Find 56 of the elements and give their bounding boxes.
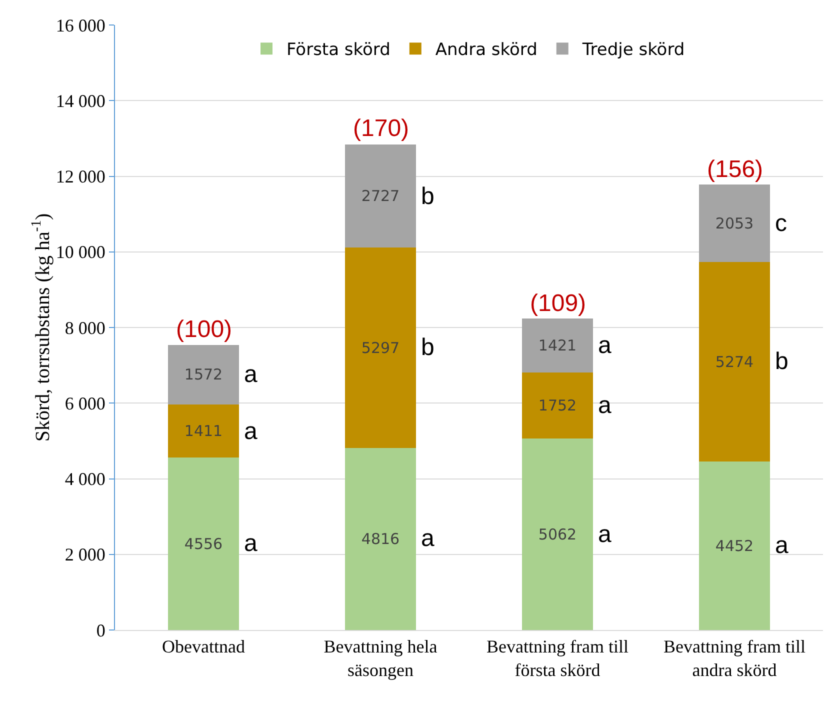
data-label: 2053	[715, 214, 754, 232]
annotation: a	[244, 418, 258, 445]
y-tick-label: 0	[96, 620, 106, 640]
data-label: 4816	[361, 530, 400, 548]
data-label: 1411	[184, 422, 223, 440]
y-tick-label: 4 000	[64, 469, 106, 490]
legend-label: Andra skörd	[435, 40, 538, 60]
annotation: b	[421, 334, 434, 361]
annotation: b	[421, 183, 434, 210]
annotation: (109)	[530, 290, 586, 317]
annotation: a	[598, 392, 612, 419]
bar	[168, 458, 239, 630]
x-tick-label: Obevattnad	[162, 636, 245, 657]
bar	[345, 144, 416, 248]
data-label: 4556	[184, 534, 223, 553]
bar	[522, 318, 593, 372]
bar	[699, 262, 770, 462]
y-tick-label: 16 000	[56, 15, 106, 36]
x-tick-label: Bevattning hela säsongen	[324, 636, 438, 680]
legend-label: Tredje skörd	[581, 40, 685, 60]
annotation: a	[244, 530, 258, 557]
bar	[168, 344, 239, 404]
annotation: a	[244, 361, 258, 388]
x-tick-label: Bevattning fram till första skörd	[486, 636, 628, 680]
y-tick-label: 10 000	[56, 242, 106, 262]
annotation: (100)	[176, 316, 232, 343]
data-label: 5274	[715, 352, 754, 371]
data-label: 5062	[538, 525, 577, 544]
bar	[699, 184, 770, 262]
y-tick-label: 12 000	[56, 166, 106, 187]
bar	[522, 438, 593, 630]
annotation: b	[775, 348, 788, 375]
annotation: c	[775, 210, 787, 237]
data-label: 4452	[715, 536, 754, 555]
bar	[168, 404, 239, 458]
y-tick-label: 6 000	[64, 393, 106, 414]
annotation: a	[421, 525, 435, 552]
y-tick-label: 14 000	[56, 90, 106, 111]
y-tick-label: 8 000	[64, 318, 106, 338]
annotation: a	[598, 521, 612, 548]
bar	[345, 248, 416, 448]
bar	[345, 448, 416, 630]
bar	[699, 462, 770, 630]
data-label: 1421	[538, 336, 577, 354]
x-tick-label: Bevattning fram till andra skörd	[664, 636, 806, 680]
y-tick-label: 2 000	[64, 544, 106, 565]
data-label: 5297	[361, 338, 400, 357]
data-label: 1572	[184, 366, 223, 384]
data-label: 1752	[538, 396, 577, 414]
annotation: a	[775, 532, 789, 559]
annotation: a	[598, 332, 612, 359]
data-label: 2727	[361, 187, 400, 206]
annotation: (156)	[707, 156, 764, 183]
annotation: (170)	[353, 115, 410, 142]
legend-label: Första skörd	[286, 40, 390, 60]
bar	[522, 372, 593, 439]
